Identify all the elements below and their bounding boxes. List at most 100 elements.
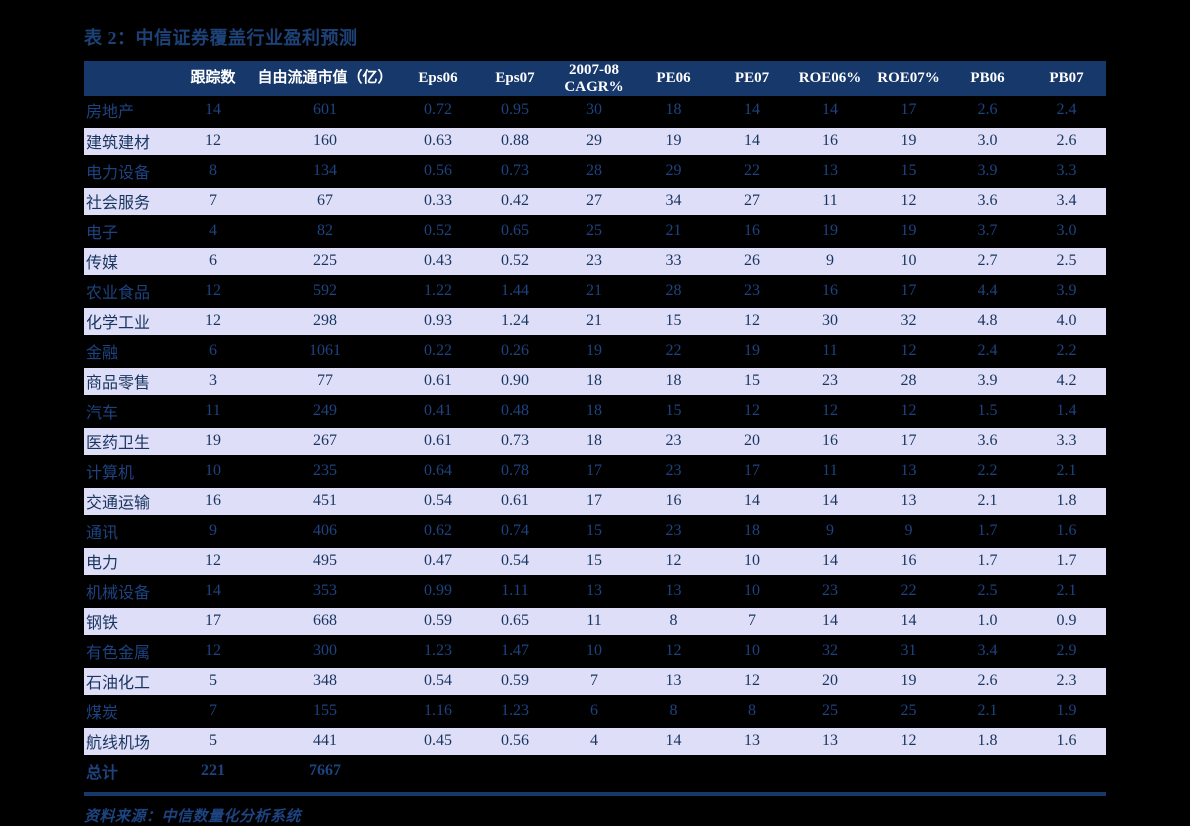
cell: 2.9 [1027,636,1106,668]
cell: 13 [791,156,869,188]
cell: 23 [634,516,713,548]
cell: 14 [713,96,791,128]
cell: 18 [634,366,713,398]
cell: 13 [634,666,713,698]
column-header: ROE06% [791,61,869,96]
cell: 0.54 [476,546,554,578]
cell: 1.11 [476,576,554,608]
cell: 1.47 [476,636,554,668]
cell: 1.22 [400,276,476,308]
cell: 15 [634,396,713,428]
industry-label: 商品零售 [84,366,176,398]
cell: 2.6 [948,96,1027,128]
cell: 13 [554,576,634,608]
cell [713,756,791,788]
cell: 12 [869,336,948,368]
cell: 4 [554,726,634,758]
cell [634,756,713,788]
cell: 23 [791,366,869,398]
cell: 13 [869,456,948,488]
cell: 221 [176,756,250,788]
industry-label: 金融 [84,336,176,368]
cell: 1.9 [1027,696,1106,728]
cell: 16 [634,486,713,518]
cell: 32 [791,636,869,668]
cell: 7 [713,606,791,638]
cell: 0.62 [400,516,476,548]
cell: 12 [713,666,791,698]
cell: 1.44 [476,276,554,308]
cell: 26 [713,246,791,278]
cell: 300 [250,636,400,668]
cell: 1.7 [948,546,1027,578]
cell: 3.0 [1027,216,1106,248]
cell [1027,756,1106,788]
cell: 1.5 [948,396,1027,428]
cell: 353 [250,576,400,608]
cell: 14 [869,606,948,638]
cell: 14 [713,126,791,158]
cell: 25 [869,696,948,728]
cell: 1.6 [1027,516,1106,548]
table-row: 通讯 9 406 0.62 0.74 15 23 18 9 9 1.7 1.6 [84,516,1106,548]
industry-label: 通讯 [84,516,176,548]
cell: 0.42 [476,186,554,218]
cell: 1.4 [1027,396,1106,428]
cell: 15 [554,516,634,548]
cell: 16 [791,276,869,308]
cell: 12 [176,636,250,668]
cell: 23 [791,576,869,608]
industry-label: 交通运输 [84,486,176,518]
cell: 19 [176,426,250,458]
cell: 3.9 [948,156,1027,188]
column-header: PB07 [1027,61,1106,96]
cell: 4.2 [1027,366,1106,398]
cell: 14 [791,606,869,638]
cell: 7667 [250,756,400,788]
table-body: 房地产 14 601 0.72 0.95 30 18 14 14 17 2.6 2.4 建筑建材 12 16… [84,96,1106,788]
cell: 668 [250,606,400,638]
cell: 28 [634,276,713,308]
cell: 14 [176,96,250,128]
column-header-blank [84,61,176,96]
cell: 3.9 [948,366,1027,398]
cell: 6 [554,696,634,728]
column-header: 跟踪数 [176,61,250,96]
cell: 13 [713,726,791,758]
table-row: 航线机场 5 441 0.45 0.56 4 14 13 13 12 1.8 1.6 [84,726,1106,758]
cell [400,756,476,788]
table-row: 机械设备 14 353 0.99 1.11 13 13 10 23 22 2.5 2.1 [84,576,1106,608]
cell: 1.23 [400,636,476,668]
cell: 0.52 [476,246,554,278]
cell: 3.3 [1027,426,1106,458]
cell: 2.5 [948,576,1027,608]
table-row: 电力 12 495 0.47 0.54 15 12 10 14 16 1.7 1.7 [84,546,1106,578]
cell: 10 [554,636,634,668]
cell: 23 [634,426,713,458]
cell: 249 [250,396,400,428]
industry-label: 机械设备 [84,576,176,608]
cell: 0.90 [476,366,554,398]
industry-label: 房地产 [84,96,176,128]
cell: 0.65 [476,606,554,638]
cell: 17 [713,456,791,488]
cell: 8 [634,606,713,638]
cell: 13 [634,576,713,608]
cell: 3.6 [948,426,1027,458]
table-row: 计算机 10 235 0.64 0.78 17 23 17 11 13 2.2 2.1 [84,456,1106,488]
cell: 10 [176,456,250,488]
cell: 15 [634,306,713,338]
cell: 3.7 [948,216,1027,248]
table-row: 农业食品 12 592 1.22 1.44 21 28 23 16 17 4.4 3.9 [84,276,1106,308]
cell: 23 [554,246,634,278]
cell: 495 [250,546,400,578]
industry-label: 传媒 [84,246,176,278]
cell: 3.0 [948,126,1027,158]
industry-label: 总计 [84,756,176,788]
cell: 2.4 [1027,96,1106,128]
industry-label: 农业食品 [84,276,176,308]
source-note: 资料来源：中信数量化分析系统 [84,808,302,825]
industry-label: 有色金属 [84,636,176,668]
column-header: PE07 [713,61,791,96]
